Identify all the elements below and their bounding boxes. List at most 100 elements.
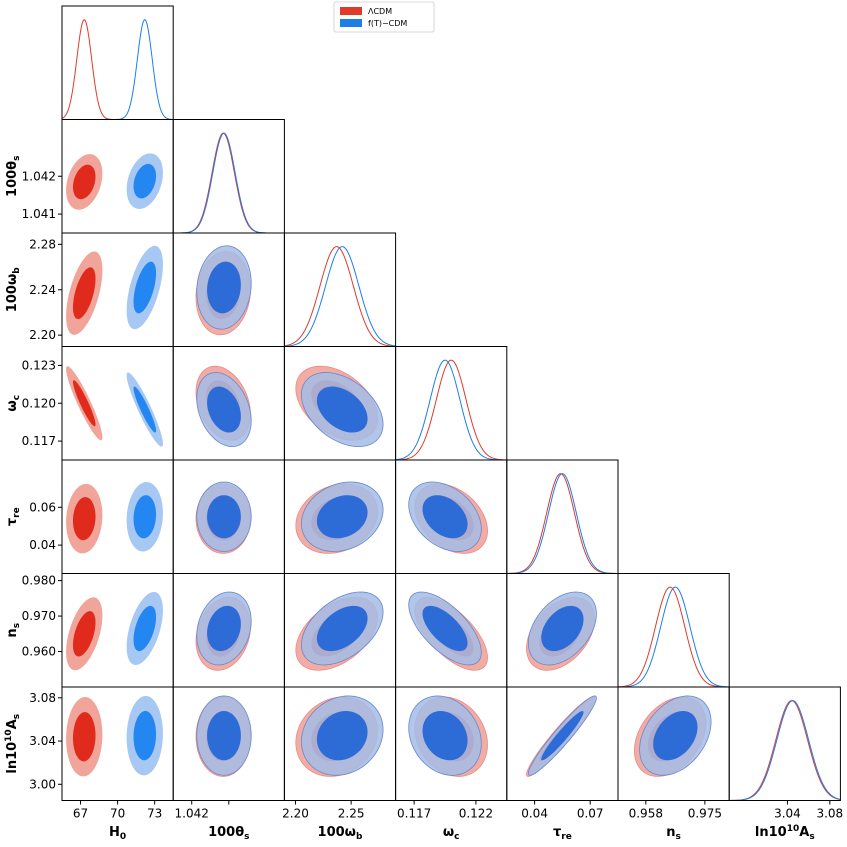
panel-2-1: [195, 245, 252, 336]
contour-inner-ft-6-3: [422, 711, 468, 761]
legend-swatch-ft: [340, 19, 362, 27]
posterior-curve-ft-0: [62, 19, 174, 120]
posterior-curve-lcdm-5: [618, 586, 730, 687]
panel-frame-4-4: [506, 459, 619, 574]
ytick-label-3-2: 0.123: [22, 358, 56, 372]
ylabel-4: τre: [5, 507, 22, 526]
ylabel-1: 100θs: [5, 156, 22, 197]
panel-6-1: [195, 695, 252, 777]
panel-3-3: [395, 359, 507, 460]
panel-5-0: [66, 591, 163, 671]
panel-4-2: [295, 481, 384, 554]
panel-frame-0-0: [61, 5, 174, 120]
posterior-curve-lcdm-4: [506, 473, 618, 574]
panel-4-0: [66, 481, 163, 554]
panel-2-0: [66, 245, 163, 335]
contour-inner-ft-4-1: [207, 495, 241, 539]
ytick-label-2-2: 2.28: [29, 237, 56, 251]
contour-inner-ft-4-0: [133, 495, 157, 539]
xtick-label-3-1: 0.122: [459, 807, 493, 821]
ylabel-3: ωc: [5, 395, 22, 412]
legend-label-lcdm: ΛCDM: [368, 7, 392, 16]
contour-inner-ft-6-5: [653, 711, 698, 761]
panel-6-5: [633, 695, 712, 777]
xtick-label-6-1: 3.08: [816, 807, 843, 821]
ylabel-5: ns: [5, 623, 22, 638]
posterior-curve-ft-1: [173, 132, 285, 233]
contour-inner-ft-3-1: [207, 386, 241, 433]
contour-inner-ft-6-2: [316, 711, 368, 761]
panel-6-3: [408, 695, 488, 777]
posterior-curve-ft-4: [506, 473, 618, 574]
xlabel-3: ωc: [443, 825, 460, 842]
contour-inner-lcdm-2-0: [72, 267, 96, 320]
xtick-label-0-2: 73: [147, 807, 162, 821]
ytick-label-2-1: 2.24: [29, 283, 56, 297]
contour-inner-lcdm-4-0: [72, 497, 96, 541]
panel-4-1: [195, 481, 252, 554]
panel-1-1: [173, 132, 285, 233]
xtick-label-4-1: 0.07: [577, 807, 604, 821]
posterior-curve-lcdm-1: [173, 132, 285, 233]
contour-inner-lcdm-6-0: [72, 712, 96, 762]
contour-inner-ft-1-0: [133, 163, 157, 199]
contour-inner-ft-5-4: [541, 605, 584, 652]
ylabel-6: ln1010As: [4, 714, 22, 774]
ytick-label-3-0: 0.117: [22, 434, 56, 448]
panel-2-2: [284, 246, 396, 347]
xtick-label-0-0: 67: [73, 807, 88, 821]
ytick-label-3-1: 0.120: [22, 396, 56, 410]
panel-5-3: [408, 591, 488, 671]
ytick-label-5-2: 0.980: [22, 574, 56, 588]
panel-3-2: [295, 365, 384, 448]
panel-6-0: [66, 695, 163, 777]
xlabel-0: H0: [109, 825, 126, 842]
contour-inner-ft-2-0: [133, 261, 157, 314]
xlabel-4: τre: [553, 825, 572, 842]
xtick-label-6-0: 3.04: [774, 807, 801, 821]
contour-inner-ft-2-1: [207, 261, 241, 314]
panel-5-5: [618, 586, 730, 687]
posterior-curve-ft-6: [729, 700, 841, 801]
ytick-label-4-0: 0.04: [29, 538, 56, 552]
panel-3-0: [66, 366, 163, 447]
xtick-label-3-0: 0.117: [397, 807, 431, 821]
contour-inner-ft-6-0: [133, 711, 157, 761]
panel-5-2: [295, 591, 384, 671]
panel-6-6: [729, 700, 841, 801]
panel-6-4: [526, 695, 597, 777]
contour-inner-ft-3-2: [316, 386, 368, 433]
ytick-label-4-1: 0.06: [29, 500, 56, 514]
ytick-label-1-1: 1.042: [22, 169, 56, 183]
posterior-curve-ft-3: [395, 359, 507, 460]
panel-6-2: [295, 695, 384, 777]
legend-swatch-lcdm: [340, 7, 362, 15]
posterior-curve-lcdm-2: [284, 246, 396, 347]
panel-frame-3-3: [395, 346, 508, 461]
contour-inner-ft-3-0: [133, 386, 157, 433]
ytick-label-5-1: 0.970: [22, 609, 56, 623]
xlabel-6: ln1010As: [755, 824, 815, 842]
panel-4-4: [506, 473, 618, 574]
legend-label-ft: f(T)−CDM: [368, 19, 407, 28]
contour-inner-ft-6-1: [207, 711, 241, 761]
ytick-label-6-0: 3.00: [29, 777, 56, 791]
posterior-curve-ft-2: [284, 246, 396, 347]
contour-inner-ft-5-2: [316, 605, 368, 652]
panel-0-0: [62, 18, 174, 120]
xtick-label-1-0: 1.042: [175, 807, 209, 821]
xtick-label-0-1: 70: [110, 807, 125, 821]
posterior-curve-ft-5: [618, 586, 730, 687]
legend: ΛCDM f(T)−CDM: [333, 1, 435, 33]
ytick-label-5-0: 0.960: [22, 645, 56, 659]
contour-inner-lcdm-3-0: [72, 380, 96, 427]
panel-frame-2-2: [283, 232, 397, 347]
ytick-label-6-2: 3.08: [29, 691, 56, 705]
contour-inner-ft-4-2: [316, 495, 368, 539]
contour-inner-ft-5-0: [133, 605, 157, 652]
panel-3-1: [195, 365, 252, 448]
contour-inner-lcdm-1-0: [72, 164, 96, 200]
ytick-label-2-0: 2.20: [29, 328, 56, 342]
posterior-curve-lcdm-0: [62, 18, 174, 120]
xtick-label-4-0: 0.04: [521, 807, 548, 821]
